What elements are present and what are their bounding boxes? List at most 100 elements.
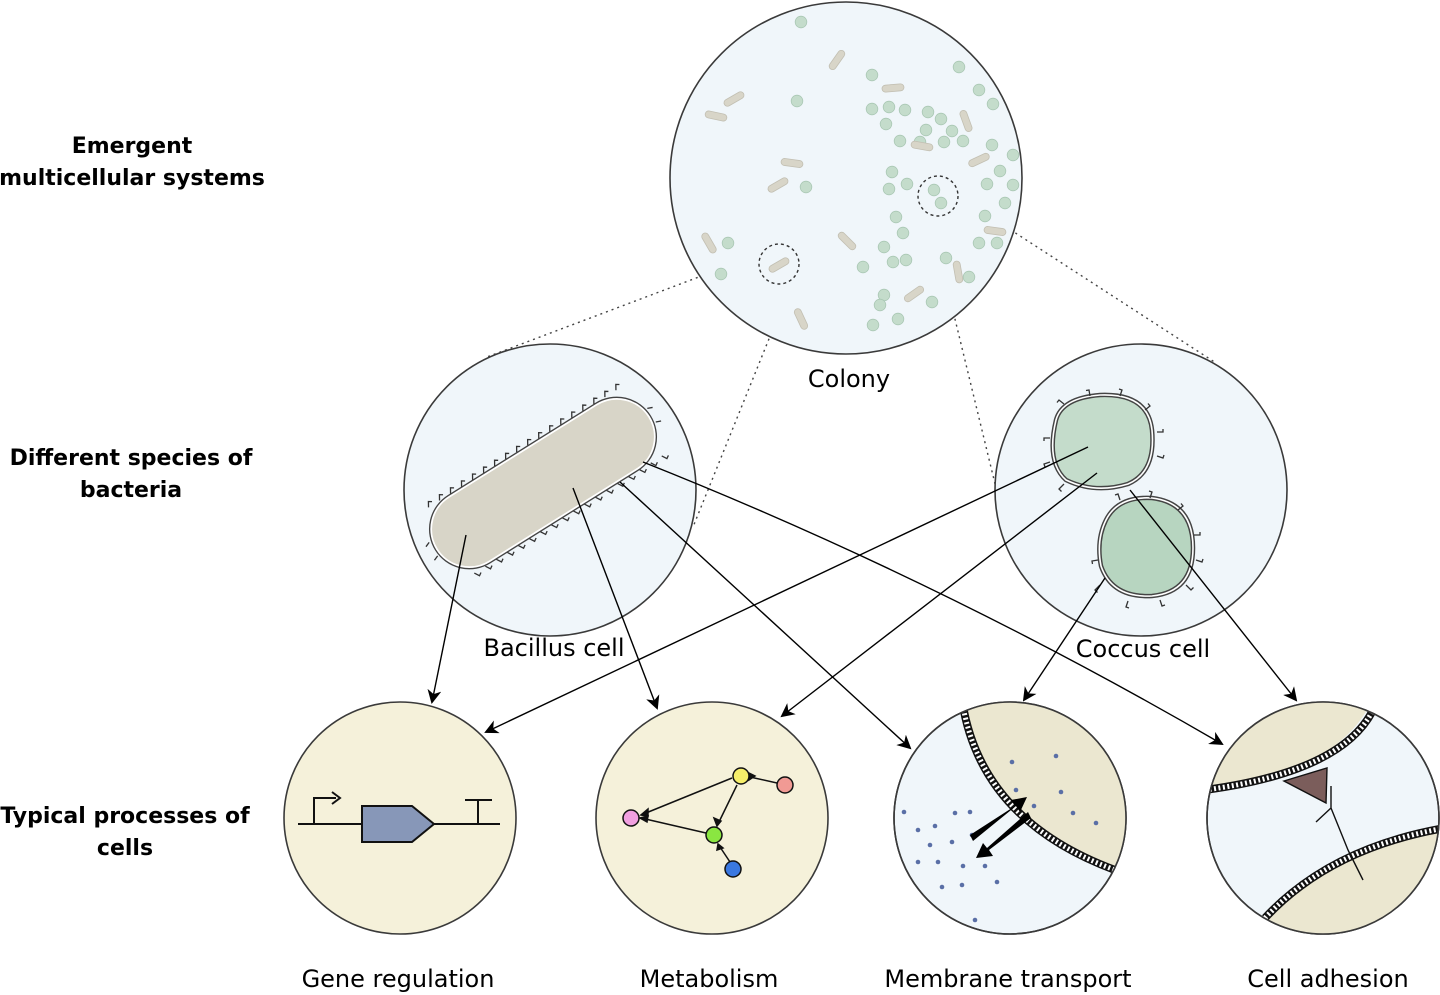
coccus-pilus bbox=[1194, 532, 1201, 536]
gene-diagram bbox=[298, 791, 500, 843]
arrow-bacillus-cell-adhesion bbox=[642, 461, 1224, 746]
row-label-processes-line2: cells bbox=[97, 836, 153, 861]
molecule bbox=[952, 810, 958, 816]
colony-bacillus bbox=[793, 308, 809, 330]
colony-coccus bbox=[952, 60, 966, 74]
colony-coccus bbox=[721, 236, 735, 250]
colony-coccus bbox=[882, 182, 896, 196]
molecule bbox=[932, 823, 938, 829]
adhesin-icon bbox=[1282, 767, 1328, 805]
coccus-pilus bbox=[1118, 388, 1123, 397]
metabolic-network bbox=[622, 767, 794, 878]
colony-node: Colony bbox=[669, 1, 1023, 393]
colony-coccus bbox=[891, 312, 905, 326]
colony-coccus bbox=[877, 240, 891, 254]
colony-coccus bbox=[856, 260, 870, 274]
coccus-cell-upper bbox=[1050, 392, 1155, 491]
coccus-pilus bbox=[1114, 493, 1121, 501]
bacillus-pilus bbox=[433, 555, 439, 561]
molecule bbox=[1031, 803, 1037, 809]
bacillus-pilus bbox=[449, 487, 455, 494]
colony-label: Colony bbox=[808, 365, 890, 393]
membrane-transport-node: Membrane transport bbox=[884, 701, 1132, 993]
row-label-processes: Typical processes of cells bbox=[0, 804, 250, 861]
metabolite-pink bbox=[622, 809, 640, 827]
bacillus-pilus bbox=[606, 489, 614, 494]
metabolite-green bbox=[705, 826, 723, 844]
bacillus-pilus bbox=[438, 493, 444, 501]
molecule bbox=[915, 859, 921, 865]
row-label-species: Different species of bacteria bbox=[10, 446, 253, 503]
colony-coccus bbox=[986, 97, 1000, 111]
metabolite-red bbox=[776, 776, 794, 794]
coccus-pilus bbox=[1156, 454, 1165, 459]
bacillus-pilus bbox=[526, 438, 532, 446]
metabolism-node: Metabolism bbox=[595, 701, 829, 993]
arrow-bacillus-membrane-transport bbox=[619, 481, 912, 750]
arrow-coccus-membrane-transport bbox=[1022, 577, 1106, 702]
zoom-line-bacillus-right bbox=[692, 271, 797, 528]
colony-circle bbox=[669, 1, 1023, 355]
colony-coccus bbox=[879, 117, 893, 131]
bacillus-pilus bbox=[628, 475, 636, 481]
bacillus-pilus bbox=[617, 482, 625, 488]
molecule bbox=[972, 917, 978, 923]
membrane-transport-label: Membrane transport bbox=[884, 965, 1131, 993]
bacillus-pilus bbox=[485, 565, 493, 570]
molecule bbox=[1053, 753, 1059, 759]
colony-bacillus bbox=[780, 158, 804, 168]
colony-coccus bbox=[899, 253, 913, 267]
edge-head-5 bbox=[716, 842, 725, 852]
colony-zoom-region-bacillus bbox=[758, 243, 800, 285]
bacillus-pilus bbox=[425, 541, 430, 548]
colony-coccus bbox=[896, 226, 910, 240]
bacillus-pilus bbox=[655, 420, 662, 423]
colony-coccus bbox=[1006, 148, 1020, 162]
coccus-pilus bbox=[1056, 399, 1065, 405]
colony-coccus bbox=[956, 134, 970, 148]
bacillus-pilus bbox=[518, 544, 526, 550]
molecule bbox=[982, 863, 988, 869]
bacillus-pilus bbox=[571, 411, 576, 418]
bacillus-pilus bbox=[515, 445, 521, 453]
colony-coccus bbox=[889, 210, 903, 224]
bacillus-pilus bbox=[584, 503, 592, 508]
bacillus-label: Bacillus cell bbox=[483, 634, 624, 662]
molecule bbox=[927, 842, 933, 848]
colony-coccus bbox=[962, 270, 976, 284]
colony-bacillus bbox=[952, 260, 964, 284]
colony-coccus bbox=[865, 68, 879, 82]
arrow-coccus-cell-adhesion bbox=[1129, 489, 1298, 702]
edge-red-yellow bbox=[749, 776, 778, 784]
molecule bbox=[915, 827, 921, 833]
bacillus-pilus bbox=[551, 523, 559, 529]
gene-regulation-label: Gene regulation bbox=[302, 965, 495, 993]
bacillus-pilus bbox=[573, 510, 581, 515]
colony-coccus bbox=[898, 103, 912, 117]
colony-coccus bbox=[893, 134, 907, 148]
coccus-pilus bbox=[1148, 490, 1153, 499]
bacillus-pilus bbox=[474, 572, 482, 577]
bacillus-pilus bbox=[639, 468, 647, 474]
colony-coccus bbox=[990, 236, 1004, 250]
bacillus-pilus bbox=[593, 397, 598, 405]
coccus-pilus bbox=[1085, 389, 1091, 397]
molecule bbox=[1009, 759, 1015, 765]
row-label-species-line1: Different species of bbox=[10, 446, 253, 471]
relationship-arrows bbox=[427, 446, 1298, 750]
colony-bacillus bbox=[704, 110, 728, 122]
bacillus-node: Bacillus cell bbox=[403, 343, 697, 662]
coccus-node: Coccus cell bbox=[994, 343, 1288, 663]
colony-cells bbox=[701, 15, 1020, 332]
metabolite-yellow bbox=[732, 767, 750, 785]
row-label-processes-line1: Typical processes of bbox=[0, 804, 250, 829]
molecule bbox=[1013, 787, 1019, 793]
colony-coccus bbox=[993, 164, 1007, 178]
colony-coccus bbox=[921, 105, 935, 119]
coccus-pilus bbox=[1043, 437, 1050, 441]
coccus-pilus bbox=[1091, 559, 1099, 565]
promoter-arrow-icon bbox=[313, 797, 336, 824]
metabolite-blue bbox=[724, 860, 742, 878]
molecule bbox=[1058, 789, 1064, 795]
molecule bbox=[1093, 820, 1099, 826]
